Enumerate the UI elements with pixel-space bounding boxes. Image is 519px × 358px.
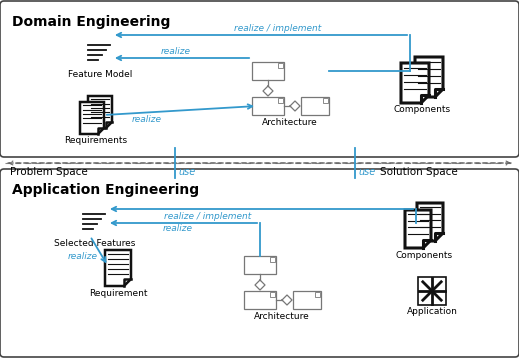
Text: realize: realize <box>162 224 193 233</box>
Text: Application Engineering: Application Engineering <box>12 183 199 197</box>
Text: Selected Features: Selected Features <box>54 239 135 248</box>
Bar <box>301 97 329 115</box>
Text: realize: realize <box>132 116 162 125</box>
Text: Architecture: Architecture <box>254 312 310 321</box>
Text: Requirement: Requirement <box>89 289 147 298</box>
Bar <box>244 256 276 274</box>
Bar <box>315 292 320 297</box>
Bar <box>270 257 275 262</box>
Bar <box>418 277 446 305</box>
Text: Components: Components <box>393 105 450 114</box>
FancyBboxPatch shape <box>0 1 519 157</box>
Text: use: use <box>358 167 375 177</box>
Polygon shape <box>88 96 112 128</box>
Polygon shape <box>415 57 443 97</box>
Text: Architecture: Architecture <box>262 118 318 127</box>
Text: Problem Space: Problem Space <box>10 167 88 177</box>
Polygon shape <box>417 203 443 241</box>
Bar <box>244 291 276 309</box>
Bar <box>293 291 321 309</box>
Bar <box>270 292 275 297</box>
Bar <box>278 63 283 68</box>
Polygon shape <box>105 250 131 286</box>
Text: realize / implement: realize / implement <box>234 24 321 33</box>
Text: realize / implement: realize / implement <box>164 212 251 221</box>
FancyBboxPatch shape <box>0 169 519 357</box>
Bar <box>278 98 283 103</box>
Bar <box>252 97 284 115</box>
Polygon shape <box>80 102 104 134</box>
Bar <box>323 98 328 103</box>
Text: Feature Model: Feature Model <box>68 70 132 79</box>
Bar <box>252 62 284 80</box>
Text: Requirements: Requirements <box>64 136 128 145</box>
Text: Solution Space: Solution Space <box>380 167 458 177</box>
Text: Application: Application <box>406 307 457 316</box>
Text: realize: realize <box>68 252 98 261</box>
Text: use: use <box>178 167 195 177</box>
Text: Domain Engineering: Domain Engineering <box>12 15 170 29</box>
Text: realize: realize <box>161 47 191 56</box>
Polygon shape <box>405 210 431 248</box>
Polygon shape <box>401 63 429 103</box>
Text: Components: Components <box>395 251 453 260</box>
